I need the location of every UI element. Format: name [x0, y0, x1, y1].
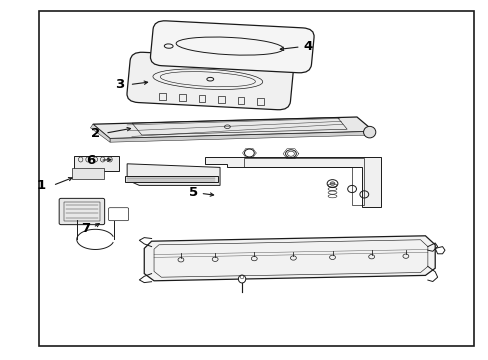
Ellipse shape — [329, 182, 334, 185]
Text: 1: 1 — [37, 179, 46, 192]
Polygon shape — [90, 124, 110, 142]
Bar — [39, 11, 473, 346]
Text: 7: 7 — [81, 222, 90, 235]
Text: 3: 3 — [115, 78, 124, 91]
FancyBboxPatch shape — [59, 198, 104, 225]
Ellipse shape — [238, 275, 245, 283]
Polygon shape — [124, 176, 217, 182]
FancyBboxPatch shape — [127, 52, 293, 110]
FancyBboxPatch shape — [72, 168, 103, 179]
Text: 6: 6 — [86, 154, 95, 167]
FancyBboxPatch shape — [150, 21, 313, 73]
Polygon shape — [93, 117, 373, 139]
Polygon shape — [110, 131, 373, 142]
Text: 4: 4 — [303, 40, 312, 53]
Text: 2: 2 — [91, 127, 100, 140]
FancyBboxPatch shape — [74, 156, 119, 171]
Polygon shape — [205, 157, 381, 207]
Text: 5: 5 — [188, 186, 197, 199]
Ellipse shape — [363, 126, 375, 138]
Polygon shape — [144, 236, 434, 281]
Polygon shape — [127, 164, 220, 185]
